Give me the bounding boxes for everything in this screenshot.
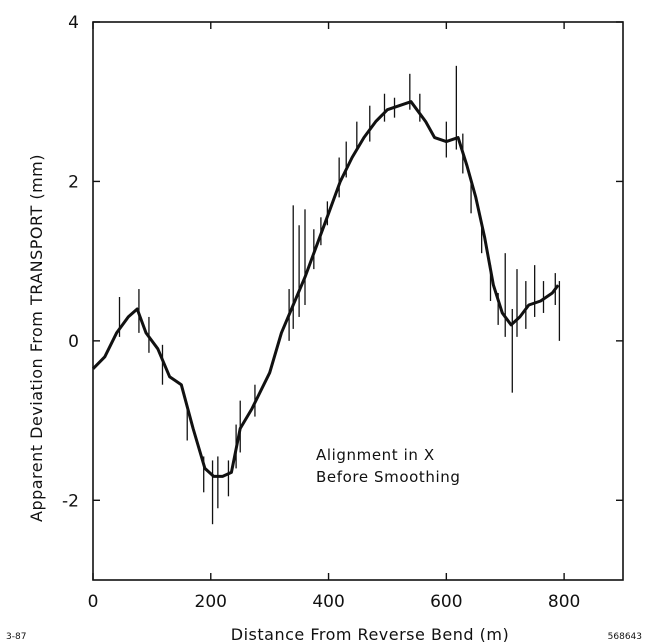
- y-tick-label: 0: [68, 332, 79, 352]
- series-line: [91, 100, 560, 478]
- plot-frame: [92, 21, 624, 581]
- y-tick-label: -2: [62, 491, 79, 511]
- x-tick-label: 400: [312, 592, 344, 612]
- x-tick-label: 0: [88, 592, 99, 612]
- figure-date: 3-87: [6, 632, 26, 642]
- plot-area: [91, 65, 561, 525]
- x-axis-title: Distance From Reverse Bend (m): [231, 625, 509, 642]
- figure-number: 568643: [608, 632, 642, 642]
- axes: [92, 21, 624, 581]
- ticks: 0 200 400 600 800 -2 0 2 4: [62, 13, 623, 612]
- y-tick-label: 2: [68, 172, 79, 192]
- annotation-line-2: Before Smoothing: [316, 468, 460, 486]
- x-tick-label: 200: [195, 592, 227, 612]
- annotation-line-1: Alignment in X: [316, 446, 435, 464]
- x-tick-label: 800: [548, 592, 580, 612]
- x-tick-label: 600: [430, 592, 462, 612]
- y-axis-title: Apparent Deviation From TRANSPORT (mm): [27, 154, 46, 522]
- y-tick-label: 4: [68, 13, 79, 33]
